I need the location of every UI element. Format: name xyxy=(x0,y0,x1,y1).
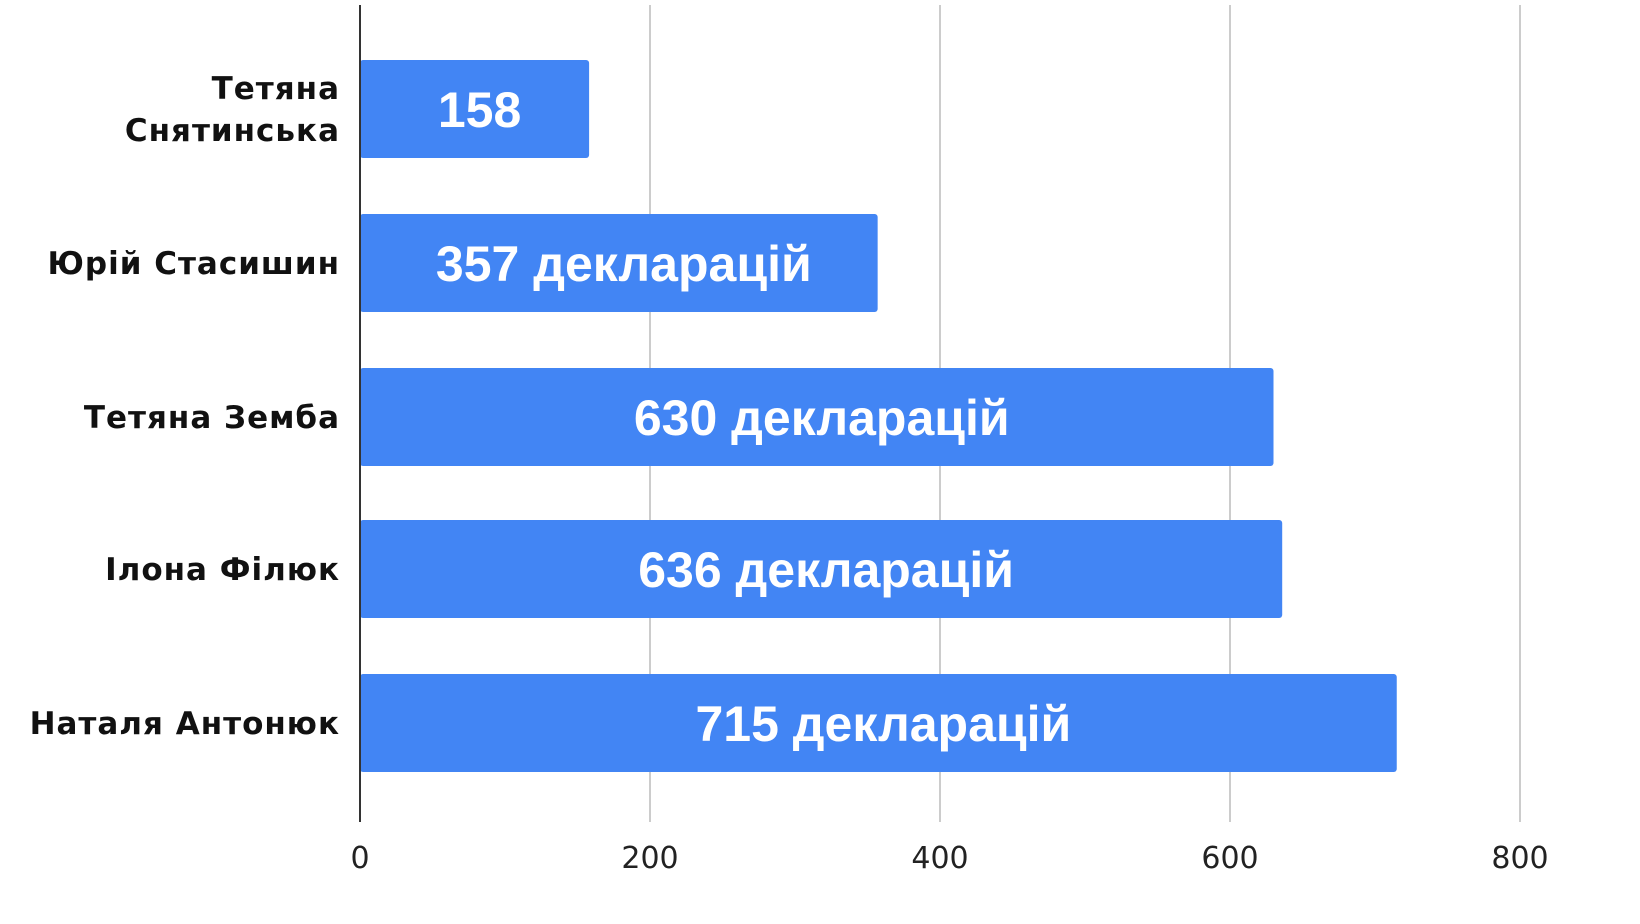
x-tick-label-0: 0 xyxy=(350,841,369,876)
bars xyxy=(360,60,1397,772)
category-label-1: Юрій Стасишин xyxy=(47,246,340,282)
bar-data-label-0: 158 xyxy=(438,82,521,138)
category-labels: Тетяна Снятинська Юрій Стасишин Тетяна Земб… xyxy=(30,71,340,742)
x-tick-label-400: 400 xyxy=(911,841,968,876)
bar-2 xyxy=(360,368,1274,466)
bar-4 xyxy=(360,674,1397,772)
bar-data-label-2: 630 декларацій xyxy=(634,390,1010,446)
category-label-4: Наталя Антонюк xyxy=(30,706,340,742)
bar-0 xyxy=(360,60,590,158)
bar-data-labels: 158 357 декларацій 630 декларацій 636 декла… xyxy=(436,82,1071,752)
category-label-0-line-1: Снятинська xyxy=(125,113,340,149)
category-label-2: Тетяна Земба xyxy=(84,400,340,436)
bar-data-label-1: 357 декларацій xyxy=(436,236,812,292)
category-label-0-line-0: Тетяна xyxy=(212,71,340,107)
x-tick-labels: 0 200 400 600 800 xyxy=(350,841,1548,876)
bar-3 xyxy=(360,520,1283,618)
x-tick-label-800: 800 xyxy=(1491,841,1548,876)
bar-data-label-4: 715 декларацій xyxy=(695,696,1071,752)
bar-1 xyxy=(360,214,878,312)
x-tick-label-200: 200 xyxy=(621,841,678,876)
x-tick-label-600: 600 xyxy=(1201,841,1258,876)
bar-data-label-3: 636 декларацій xyxy=(638,542,1014,598)
category-label-3: Ілона Філюк xyxy=(105,552,340,588)
